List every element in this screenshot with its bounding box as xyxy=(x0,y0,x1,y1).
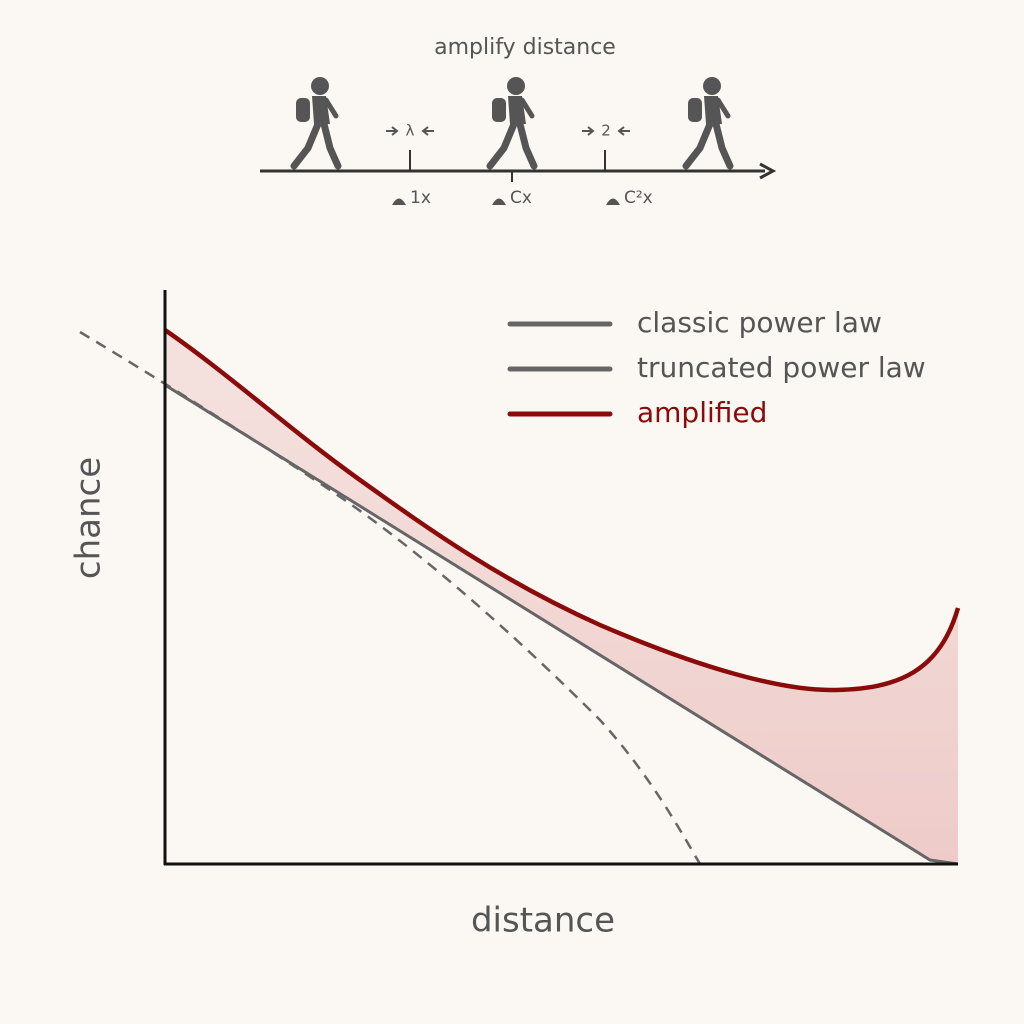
amplified-area xyxy=(165,330,958,864)
step-arrows xyxy=(386,126,434,136)
scale-mark: Cx xyxy=(510,188,532,208)
y-axis-label: chance xyxy=(69,457,109,579)
legend-label: amplified xyxy=(637,396,767,429)
scale-mark: 1x xyxy=(410,188,431,208)
x-axis-label: distance xyxy=(471,901,615,941)
scale-mark: C²x xyxy=(624,188,653,208)
legend-label: classic power law xyxy=(637,306,882,339)
marker xyxy=(606,198,620,205)
marker xyxy=(392,198,406,205)
title: amplify distance xyxy=(434,35,616,60)
step-label: λ xyxy=(406,122,415,140)
step-label: 2 xyxy=(601,122,611,140)
arrow-head xyxy=(759,162,777,180)
legend-label: truncated power law xyxy=(637,351,926,384)
marker xyxy=(492,198,506,205)
amplified-curve xyxy=(163,328,961,693)
step-arrows xyxy=(582,126,630,136)
